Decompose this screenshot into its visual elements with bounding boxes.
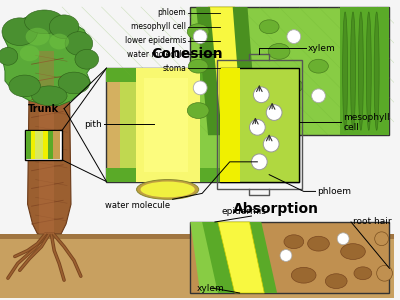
Ellipse shape <box>187 103 209 118</box>
Ellipse shape <box>284 235 304 249</box>
Ellipse shape <box>308 236 329 251</box>
Text: phloem: phloem <box>318 187 352 196</box>
Polygon shape <box>190 222 238 293</box>
Bar <box>217 60 302 189</box>
Circle shape <box>254 87 269 103</box>
Circle shape <box>312 89 325 103</box>
Bar <box>106 68 299 182</box>
Bar <box>26 131 30 159</box>
Text: water molecule: water molecule <box>127 50 186 59</box>
Ellipse shape <box>9 75 40 97</box>
Bar <box>220 68 299 182</box>
Ellipse shape <box>32 86 67 106</box>
Circle shape <box>272 79 286 93</box>
Text: Cohesion: Cohesion <box>152 47 223 61</box>
Bar <box>30 131 36 159</box>
Text: Absorption: Absorption <box>233 202 319 216</box>
Polygon shape <box>28 51 71 234</box>
Circle shape <box>193 81 207 95</box>
Polygon shape <box>208 7 244 135</box>
Bar <box>120 82 269 168</box>
Bar <box>106 168 269 182</box>
Ellipse shape <box>136 180 199 199</box>
Bar <box>190 7 390 135</box>
Ellipse shape <box>140 182 195 197</box>
Ellipse shape <box>341 244 365 260</box>
Ellipse shape <box>291 267 316 283</box>
Bar <box>43 131 48 159</box>
Ellipse shape <box>325 274 347 289</box>
Ellipse shape <box>26 28 49 46</box>
Text: pith: pith <box>84 120 102 129</box>
Ellipse shape <box>309 59 328 73</box>
Bar <box>36 131 43 159</box>
Polygon shape <box>248 222 277 293</box>
Bar <box>25 130 62 160</box>
Text: water molecule: water molecule <box>106 201 170 210</box>
Bar <box>0 234 394 239</box>
Text: phloem: phloem <box>158 8 186 17</box>
Circle shape <box>252 154 267 170</box>
Circle shape <box>287 30 301 44</box>
Bar <box>220 68 240 182</box>
Ellipse shape <box>188 59 208 73</box>
Ellipse shape <box>343 12 348 130</box>
Bar <box>144 78 188 172</box>
Text: mesophyll
cell: mesophyll cell <box>343 113 390 132</box>
Ellipse shape <box>75 50 99 69</box>
Polygon shape <box>196 7 222 135</box>
Bar <box>53 131 60 159</box>
Circle shape <box>282 104 296 118</box>
Ellipse shape <box>49 15 79 39</box>
Ellipse shape <box>268 44 290 59</box>
Circle shape <box>193 30 207 44</box>
Text: Trunk: Trunk <box>28 103 59 114</box>
Circle shape <box>266 105 282 120</box>
Polygon shape <box>2 14 94 106</box>
Circle shape <box>375 232 388 246</box>
Ellipse shape <box>358 12 363 130</box>
Ellipse shape <box>25 10 64 34</box>
Bar <box>340 7 390 135</box>
Text: lower epidermis: lower epidermis <box>125 36 186 45</box>
Ellipse shape <box>2 18 38 46</box>
Polygon shape <box>202 222 238 293</box>
Ellipse shape <box>350 12 356 130</box>
Ellipse shape <box>366 12 371 130</box>
Circle shape <box>280 250 292 261</box>
Text: xylem: xylem <box>197 284 225 293</box>
Text: epidermis: epidermis <box>222 207 267 216</box>
Text: mesophyll cell: mesophyll cell <box>131 22 186 31</box>
Bar <box>40 51 54 234</box>
Bar <box>0 234 394 298</box>
Polygon shape <box>225 68 299 182</box>
Ellipse shape <box>187 24 209 40</box>
Bar <box>136 68 200 182</box>
Bar <box>106 68 269 82</box>
Bar <box>120 82 140 168</box>
Polygon shape <box>233 7 257 135</box>
Text: stoma: stoma <box>162 64 186 73</box>
Circle shape <box>263 136 279 152</box>
Circle shape <box>337 233 349 245</box>
Ellipse shape <box>285 79 303 93</box>
Circle shape <box>377 266 392 281</box>
Ellipse shape <box>354 267 372 280</box>
Text: root hair: root hair <box>353 218 392 226</box>
Ellipse shape <box>58 72 90 94</box>
Polygon shape <box>218 222 264 293</box>
Ellipse shape <box>259 20 279 34</box>
Ellipse shape <box>264 113 284 128</box>
Ellipse shape <box>0 47 18 65</box>
Ellipse shape <box>65 32 93 55</box>
Ellipse shape <box>374 12 379 130</box>
Bar <box>48 131 53 159</box>
Bar <box>190 222 390 293</box>
Ellipse shape <box>20 46 40 61</box>
Circle shape <box>250 119 265 135</box>
Text: xylem: xylem <box>308 44 335 53</box>
Ellipse shape <box>49 34 69 50</box>
